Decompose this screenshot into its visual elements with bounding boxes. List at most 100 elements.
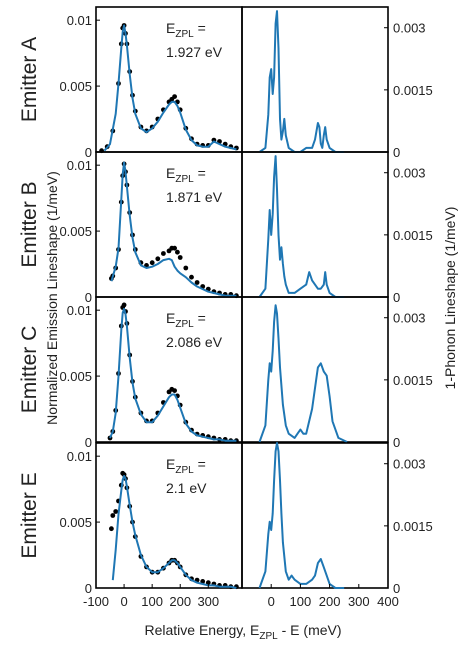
emitter-e-right-frame	[241, 442, 389, 589]
x-tick-label: 300	[348, 594, 370, 609]
y-tick-label: 0	[393, 435, 400, 450]
y-tick-label: 0.005	[59, 224, 92, 239]
y-tick-label: 0	[393, 581, 400, 596]
x-tick-label: 200	[169, 594, 191, 609]
zpl-symbol: E	[166, 165, 175, 181]
emitter-a-zpl-label: EZPL =	[166, 20, 206, 40]
emitter-c-right-panel: 0 0.0015 0.003	[241, 296, 433, 450]
data-point	[149, 260, 155, 266]
emitter-b-fit-line	[110, 161, 237, 297]
data-point	[121, 472, 127, 477]
emitter-e-row-label: Emitter E	[18, 472, 41, 558]
emitter-a-right-panel: 0 0.0015 0.003	[241, 6, 433, 160]
zpl-symbol: E	[166, 310, 175, 326]
y-tick-label: 0.0015	[393, 83, 433, 98]
emitter-b-row-label: Emitter B	[18, 181, 41, 267]
y-tick-label: 0	[393, 145, 400, 160]
emitter-e-zpl-value: 2.1 eV	[166, 480, 207, 496]
data-point	[172, 94, 178, 99]
zpl-subscript: ZPL	[175, 174, 194, 185]
y-tick-label: 0.003	[393, 457, 426, 472]
y-tick-label: 0.0015	[393, 228, 433, 243]
data-point	[194, 280, 200, 285]
x-tick-label: 100	[290, 594, 312, 609]
emitter-a-phonon-line	[258, 10, 345, 153]
zpl-subscript: ZPL	[175, 319, 194, 330]
y-tick-label: 0.01	[67, 158, 92, 173]
zpl-equals: =	[194, 310, 206, 326]
data-point	[175, 249, 180, 255]
right-y-axis-label: 1-Phonon Lineshape (1/meV)	[442, 207, 458, 390]
x-tick-label: 200	[319, 594, 341, 609]
data-point	[205, 580, 211, 586]
emitter-a-fit-line	[103, 24, 237, 152]
emitter-b-measured-series	[109, 161, 239, 299]
emitter-b-zpl-label: EZPL =	[166, 165, 206, 185]
y-tick-label: 0	[85, 145, 92, 160]
emitter-c-phonon-line	[258, 304, 348, 443]
x-axis-label: Relative Energy, EZPL - E (meV)	[144, 622, 341, 642]
emitter-c-zpl-label: EZPL =	[166, 310, 206, 330]
emitter-b-zpl-value: 1.871 eV	[166, 189, 223, 205]
x-axis-label-main: Relative Energy, E	[144, 622, 259, 638]
y-tick-label: 0	[393, 290, 400, 305]
x-tick-label: 400	[377, 594, 399, 609]
data-point	[109, 526, 114, 532]
data-point	[113, 509, 119, 514]
y-tick-label: 0.003	[393, 311, 426, 326]
zpl-subscript: ZPL	[175, 465, 194, 476]
emitter-b-phonon-line	[258, 155, 345, 298]
y-tick-label: 0	[85, 435, 92, 450]
left-y-axis-label: Normalized Emission Lineshape (1/meV)	[44, 171, 60, 425]
data-point	[177, 255, 183, 260]
x-tick-label: 0	[268, 594, 275, 609]
emitter-a-left-panel: 0 0.005 0.01 EZPL = 1.927 eV Emitter A	[18, 6, 243, 160]
x-axis-label-rest: - E (meV)	[278, 622, 342, 638]
y-tick-label: 0.01	[67, 449, 92, 464]
y-tick-label: 0.01	[67, 303, 92, 318]
data-point	[155, 256, 161, 262]
zpl-equals: =	[194, 165, 206, 181]
y-tick-label: 0	[85, 290, 92, 305]
y-tick-label: 0.003	[393, 21, 426, 36]
y-tick-label: 0	[85, 581, 92, 596]
emitter-c-zpl-value: 2.086 eV	[166, 334, 223, 350]
emitter-a-measured-series	[99, 23, 239, 154]
emitter-e-right-panel: 0 0.0015 0.003 0 100 200 300 400	[241, 442, 433, 609]
y-tick-label: 0.003	[393, 166, 426, 181]
data-point	[189, 274, 194, 280]
data-point	[121, 302, 127, 308]
emitter-c-row-label: Emitter C	[18, 326, 41, 414]
y-tick-label: 0.0015	[393, 519, 433, 534]
emitter-c-right-frame	[241, 296, 389, 443]
emitter-e-zpl-label: EZPL =	[166, 456, 206, 476]
emitter-b-right-frame	[241, 151, 389, 298]
data-point	[200, 579, 206, 584]
emitter-c-fit-line	[109, 307, 237, 442]
zpl-symbol: E	[166, 456, 175, 472]
emitter-e-phonon-line	[258, 442, 345, 589]
y-tick-label: 0.0015	[393, 373, 433, 388]
y-tick-label: 0.005	[59, 79, 92, 94]
y-tick-label: 0.005	[59, 369, 92, 384]
zpl-equals: =	[194, 20, 206, 36]
emitter-a-row-label: Emitter A	[18, 37, 41, 122]
x-tick-label: 100	[141, 594, 163, 609]
y-tick-label: 0.005	[59, 515, 92, 530]
zpl-subscript: ZPL	[175, 29, 194, 40]
emitter-a-right-frame	[241, 6, 389, 153]
data-point	[172, 388, 178, 393]
x-axis-label-sub: ZPL	[259, 631, 278, 642]
zpl-symbol: E	[166, 20, 175, 36]
x-tick-label: 0	[120, 594, 127, 609]
x-tick-label: -100	[83, 594, 109, 609]
data-point	[183, 265, 189, 271]
data-point	[161, 251, 166, 256]
data-point	[110, 513, 116, 518]
data-point	[172, 245, 178, 251]
x-tick-label: 300	[197, 594, 219, 609]
emitter-a-zpl-value: 1.927 eV	[166, 44, 223, 60]
